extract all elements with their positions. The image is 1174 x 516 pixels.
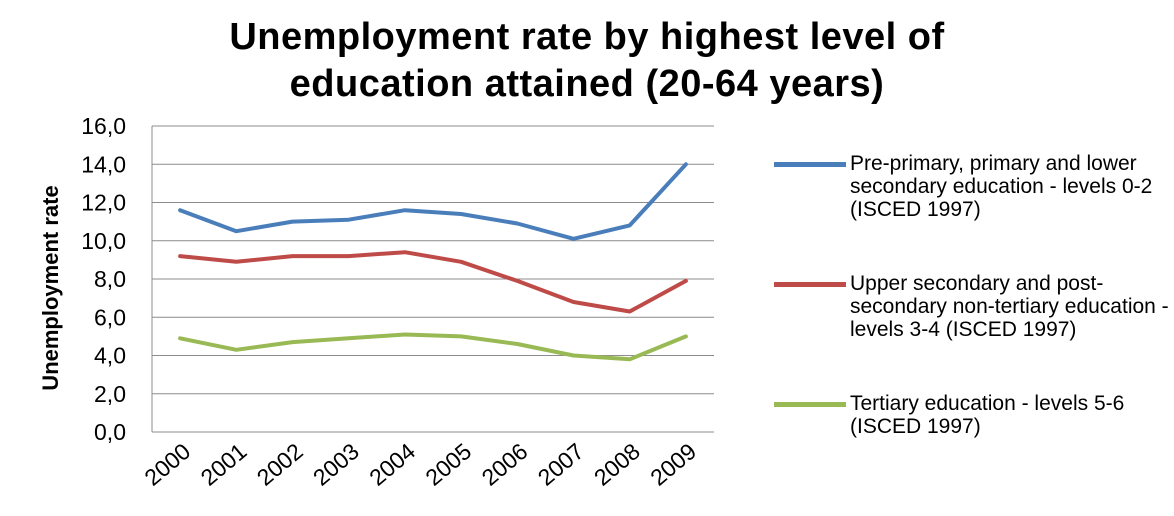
series-line-2 (178, 250, 688, 314)
y-tick-label: 12,0 (81, 190, 126, 216)
data-point (459, 260, 463, 264)
y-tick-label: 4,0 (94, 343, 126, 369)
data-point (515, 342, 519, 346)
x-tick-label: 2000 (139, 438, 195, 491)
y-tick-label: 16,0 (81, 113, 126, 139)
legend-label: Pre-primary, primary and lower secondary… (850, 152, 1153, 221)
data-point (178, 336, 182, 340)
data-point (572, 354, 575, 357)
legend-label: Upper secondary and post-secondary non-t… (850, 272, 1169, 341)
y-tick-label: 10,0 (81, 228, 126, 254)
data-point (628, 357, 632, 361)
x-axis-ticks: 2000 2001 2002 2003 2004 2005 2006 2007 2008 2009 (139, 438, 701, 491)
data-point (347, 254, 351, 258)
data-point (347, 218, 351, 222)
data-point (684, 334, 688, 338)
data-point (178, 208, 182, 212)
legend-swatch (774, 402, 846, 407)
data-point (403, 332, 407, 336)
y-tick-label: 14,0 (81, 151, 126, 177)
data-point (347, 336, 351, 340)
x-tick-label: 2009 (645, 438, 701, 491)
data-point (234, 260, 238, 264)
data-point (459, 212, 463, 216)
series-lines (178, 162, 688, 362)
data-point (572, 300, 575, 304)
x-tick-label: 2003 (308, 438, 364, 491)
data-point (515, 222, 519, 226)
y-tick-label: 2,0 (94, 381, 126, 407)
data-point (459, 334, 463, 338)
x-tick-label: 2006 (477, 438, 533, 491)
data-point (234, 229, 238, 233)
data-point (403, 250, 407, 254)
data-point (234, 348, 238, 352)
data-point (628, 223, 632, 227)
legend-swatch (774, 282, 846, 287)
chart-title-line-1: Unemployment rate by highest level of (229, 16, 945, 58)
data-point (291, 340, 294, 344)
data-point (684, 162, 688, 166)
x-tick-label: 2008 (589, 438, 645, 491)
x-tick-label: 2005 (420, 438, 476, 491)
chart-title: Unemployment rate by highest level of ed… (0, 14, 1174, 108)
x-tick-label: 2007 (533, 438, 589, 491)
x-tick-label: 2002 (252, 438, 308, 491)
series-line-3 (178, 332, 688, 362)
y-tick-label: 0,0 (94, 419, 126, 445)
data-point (178, 254, 182, 258)
data-point (572, 237, 575, 241)
data-point (684, 279, 688, 283)
y-tick-label: 8,0 (94, 266, 126, 292)
x-tick-label: 2001 (196, 438, 252, 491)
y-axis-ticks: 0,0 2,0 4,0 6,0 8,0 10,0 12,0 14,0 16,0 (81, 113, 126, 445)
legend-label: Tertiary education - levels 5-6 (ISCED 1… (850, 392, 1125, 438)
legend-swatch (774, 162, 846, 167)
gridlines (151, 125, 714, 433)
data-point (403, 208, 407, 212)
series-line-1 (178, 162, 688, 241)
data-point (515, 279, 519, 283)
y-axis-label: Unemployment rate (38, 185, 63, 390)
data-point (628, 310, 632, 314)
y-tick-label: 6,0 (94, 304, 126, 330)
data-point (291, 254, 294, 258)
x-tick-label: 2004 (364, 438, 420, 491)
data-point (291, 220, 294, 224)
chart-title-line-2: education attained (20-64 years) (289, 63, 885, 105)
